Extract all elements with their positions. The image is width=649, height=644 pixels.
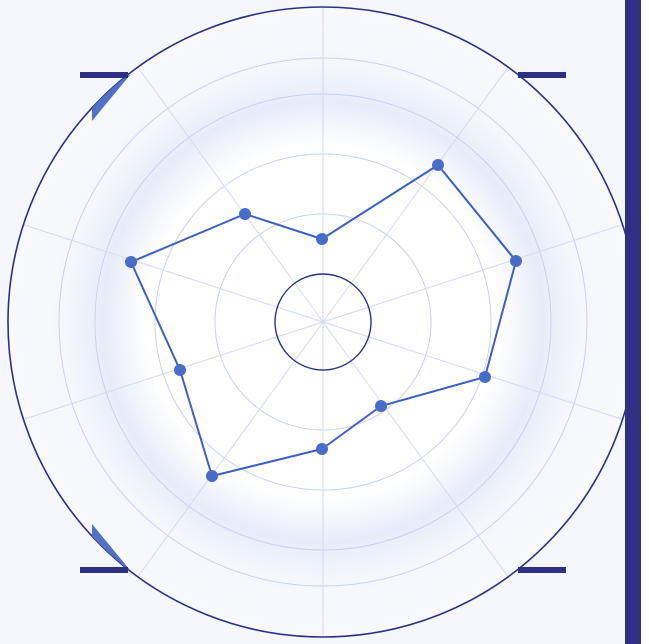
corner-bar-top-left (80, 72, 128, 78)
data-point-marker[interactable] (125, 256, 137, 268)
series-group (125, 159, 522, 482)
axis-spokes (23, 7, 623, 637)
data-point-marker[interactable] (432, 159, 444, 171)
data-point-marker[interactable] (316, 233, 328, 245)
plot-disk-group (7, 6, 639, 638)
data-point-marker[interactable] (174, 364, 186, 376)
data-point-marker[interactable] (239, 208, 251, 220)
data-point-marker[interactable] (316, 443, 328, 455)
axis-spoke-9 (137, 66, 324, 323)
corner-bar-bottom-left (80, 567, 128, 573)
axis-spoke-4 (322, 321, 509, 578)
data-point-marker[interactable] (206, 470, 218, 482)
axis-spoke-3 (322, 321, 623, 420)
axis-spoke-1 (322, 66, 509, 323)
data-point-marker[interactable] (375, 400, 387, 412)
corner-bar-bottom-right (518, 567, 566, 573)
data-point-marker[interactable] (510, 255, 522, 267)
right-edge-bar (625, 0, 641, 644)
data-point-marker[interactable] (479, 371, 491, 383)
axis-spoke-6 (137, 321, 324, 578)
inner-hole-circle (274, 273, 372, 371)
corner-bar-top-right (518, 72, 566, 78)
series-1-markers (125, 159, 522, 482)
axis-spoke-7 (23, 321, 324, 420)
axis-spoke-2 (322, 224, 623, 323)
axis-spoke-8 (23, 224, 324, 323)
